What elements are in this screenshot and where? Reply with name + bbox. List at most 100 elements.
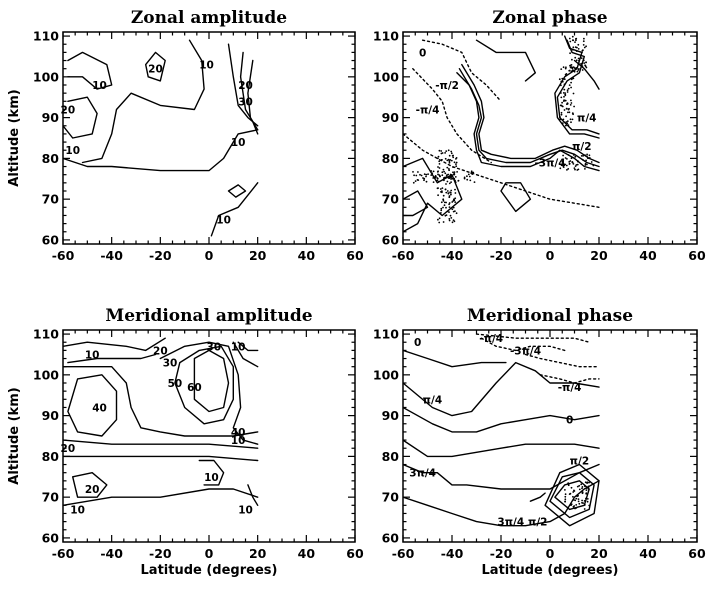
stipple-dot <box>444 152 446 154</box>
stipple-dot <box>454 197 457 200</box>
contour-line <box>458 68 600 168</box>
stipple-dot <box>561 105 564 108</box>
stipple-dot <box>450 181 452 184</box>
stipple-dot <box>565 121 568 123</box>
panel-title: Zonal phase <box>492 8 607 28</box>
stipple-dot <box>439 175 441 178</box>
x-tick-label: -20 <box>490 546 513 561</box>
contour-label: 20 <box>85 484 100 496</box>
stipple-dot <box>561 101 563 104</box>
stipple-dot <box>586 500 589 503</box>
stipple-dot <box>388 276 390 278</box>
contour-label: 40 <box>231 427 246 439</box>
contour-label: -π/4 <box>479 333 503 345</box>
stipple-dot <box>570 486 573 489</box>
stipple-dot <box>572 92 575 95</box>
stipple-dot <box>578 62 580 65</box>
contour-line <box>63 439 259 449</box>
stipple-dot <box>588 154 591 157</box>
y-tick-label: 80 <box>382 449 400 464</box>
stipple-dot <box>578 59 580 62</box>
stipple-dot <box>451 221 454 224</box>
stipple-dot <box>584 154 586 157</box>
stipple-dot <box>586 153 588 156</box>
contour-line <box>63 366 259 437</box>
stipple-dot <box>392 274 394 276</box>
x-tick-label: 20 <box>590 546 608 561</box>
stipple-dot <box>581 158 584 161</box>
stipple-dot <box>582 155 584 157</box>
contour-label: 10 <box>231 341 246 353</box>
stipple-dot <box>563 109 566 111</box>
stipple-dot <box>569 40 572 43</box>
y-tick-label: 110 <box>373 327 399 342</box>
stipple-dot <box>587 157 589 160</box>
contour-label: 20 <box>61 443 76 455</box>
stipple-dot <box>445 206 447 209</box>
contour-line <box>145 51 166 82</box>
stipple-dot <box>457 180 460 182</box>
stipple-dot <box>562 154 564 157</box>
stipple-dot <box>473 181 476 184</box>
stipple-dot <box>393 283 395 285</box>
stipple-dot <box>570 66 573 68</box>
y-tick-label: 90 <box>382 110 400 125</box>
y-tick-label: 110 <box>33 29 59 44</box>
stipple-dot <box>583 46 586 49</box>
x-tick-label: -60 <box>392 248 415 263</box>
y-tick-label: 70 <box>382 490 400 505</box>
stipple-dot <box>585 497 587 500</box>
stipple-dot <box>394 275 396 277</box>
stipple-dot <box>566 120 569 123</box>
stipple-dot <box>450 193 452 196</box>
x-axis-label: Latitude (degrees) <box>482 563 619 578</box>
stipple-dot <box>455 161 458 164</box>
stipple-dot <box>452 154 454 157</box>
stipple-dot <box>580 63 582 65</box>
y-tick-label: 100 <box>373 367 399 382</box>
stipple-dot <box>398 280 400 282</box>
contour-line <box>403 439 600 458</box>
contour-label: 0 <box>414 337 421 349</box>
contour-line <box>573 59 600 90</box>
stipple-dot <box>449 191 451 194</box>
stipple-dot <box>444 188 447 191</box>
stipple-dot <box>432 177 435 179</box>
x-axis-label: Latitude (degrees) <box>141 563 278 578</box>
contour-label: -π/4 <box>558 382 582 394</box>
stipple-dot <box>393 272 395 274</box>
x-tick-label: -40 <box>100 546 123 561</box>
contour-label: 20 <box>148 64 163 76</box>
stipple-dot <box>581 69 584 71</box>
stipple-dot <box>441 174 444 177</box>
stipple-dot <box>576 495 579 498</box>
stipple-dot <box>574 168 576 171</box>
stipple-region <box>559 153 595 171</box>
stipple-dot <box>577 69 580 71</box>
stipple-dot <box>442 221 445 223</box>
stipple-dot <box>448 169 450 172</box>
stipple-dot <box>577 43 580 46</box>
contour-label: -3π/4 <box>510 345 541 357</box>
stipple-dot <box>575 67 578 69</box>
y-tick-label: 90 <box>42 408 60 423</box>
contour-label: 3π/4 <box>409 468 436 480</box>
stipple-dot <box>567 124 570 127</box>
contour-label: 3π/4 <box>497 517 524 529</box>
stipple-dot <box>585 159 587 162</box>
stipple-dot <box>560 68 563 70</box>
x-tick-label: 0 <box>205 248 214 263</box>
stipple-dot <box>561 80 564 83</box>
stipple-dot <box>588 504 591 507</box>
stipple-dot <box>565 164 568 167</box>
stipple-dot <box>560 164 563 167</box>
stipple-dot <box>453 161 456 164</box>
stipple-dot <box>446 210 449 213</box>
stipple-dot <box>576 485 579 488</box>
stipple-dot <box>400 236 402 238</box>
stipple-dot <box>564 495 567 498</box>
stipple-dot <box>388 253 390 255</box>
stipple-dot <box>571 67 574 70</box>
x-tick-label: 60 <box>688 546 706 561</box>
